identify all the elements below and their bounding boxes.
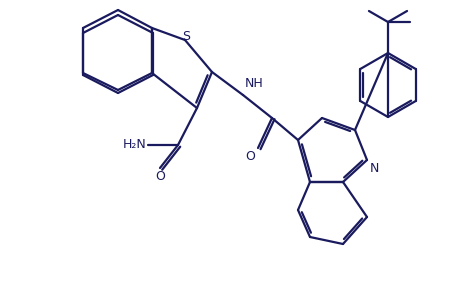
Text: O: O [155, 170, 165, 183]
Text: NH: NH [245, 77, 264, 90]
Text: S: S [182, 30, 190, 44]
Text: N: N [370, 162, 379, 175]
Text: H₂N: H₂N [122, 139, 146, 152]
Text: O: O [245, 150, 255, 163]
